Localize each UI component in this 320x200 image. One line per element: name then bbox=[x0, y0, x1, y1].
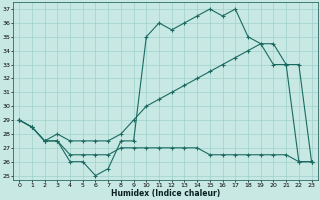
X-axis label: Humidex (Indice chaleur): Humidex (Indice chaleur) bbox=[111, 189, 220, 198]
